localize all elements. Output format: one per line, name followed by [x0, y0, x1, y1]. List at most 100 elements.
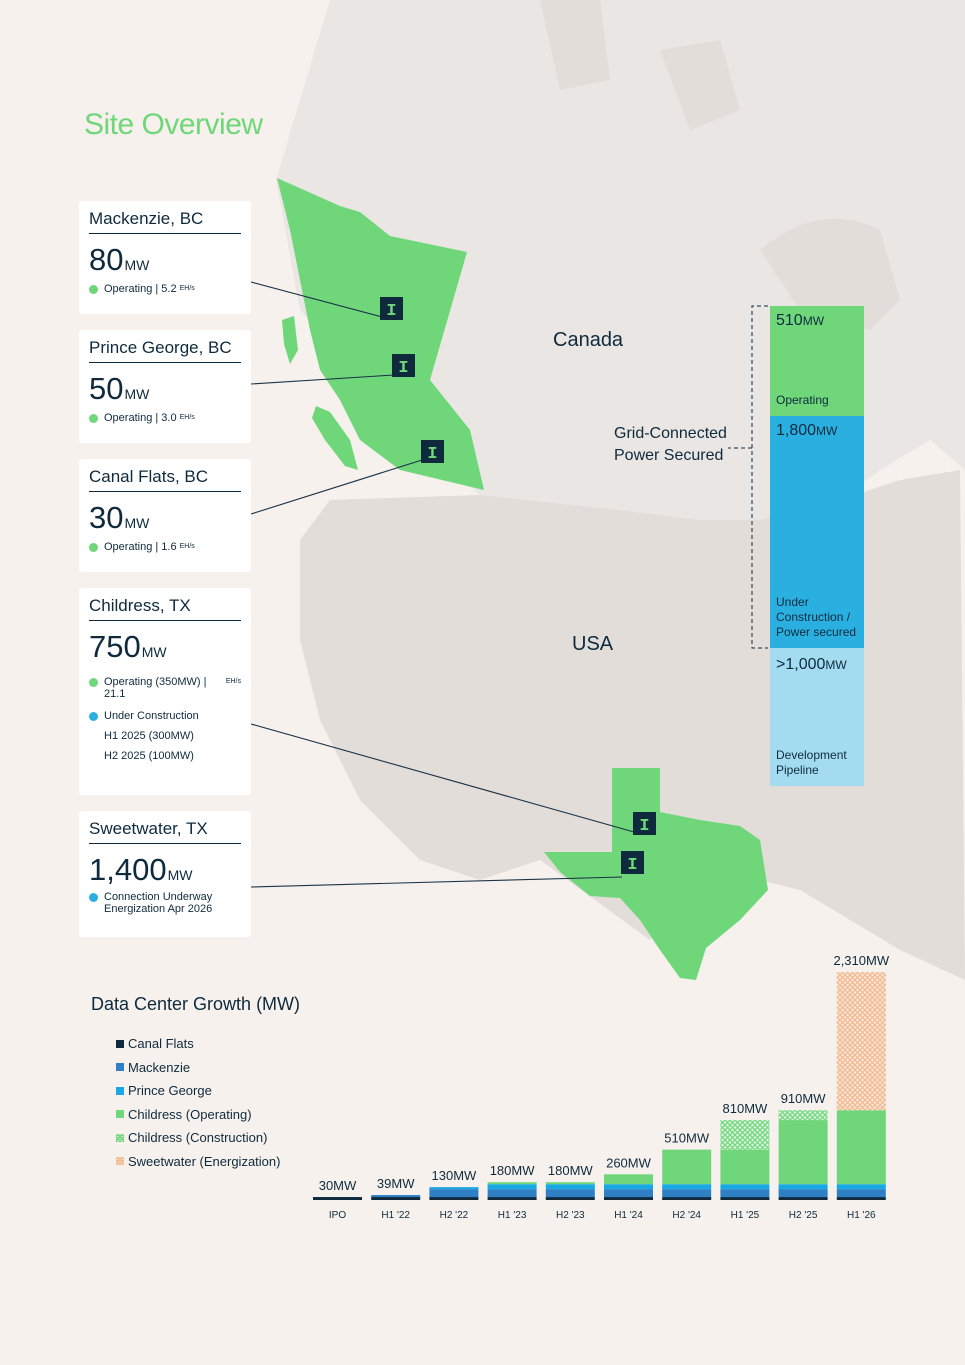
bar-segment [662, 1184, 712, 1190]
legend-swatch [116, 1063, 124, 1072]
construction-dot-icon [89, 712, 98, 721]
pipeline-operating: 510MW Operating [770, 306, 864, 416]
marker-mackenzie: I [380, 297, 403, 321]
chart-title: Data Center Growth (MW) [91, 994, 301, 1014]
marker-sweetwater: I [621, 851, 644, 875]
legend-label: Prince George [128, 1083, 212, 1099]
svg-text:I: I [639, 817, 649, 836]
category-label: H1 '25 [731, 1210, 760, 1221]
bar-total-label: 39MW [377, 1176, 415, 1191]
bar-segment [545, 1197, 595, 1200]
category-label: H2 '23 [556, 1210, 585, 1221]
legend-item: Sweetwater (Energization) [116, 1150, 280, 1174]
construction-phase: H1 2025 (300MW) [104, 730, 194, 742]
chart-legend: Canal Flats Mackenzie Prince George Childre… [116, 1032, 280, 1173]
svg-text:I: I [627, 856, 637, 875]
site-status: Operating | 5.2 EH/s [89, 283, 241, 295]
bar-total-label: 810MW [723, 1101, 769, 1116]
category-label: IPO [329, 1210, 346, 1221]
bar-segment [429, 1187, 479, 1190]
bar-total-label: 180MW [548, 1163, 594, 1178]
site-card-prince-george: Prince George, BC 50MW Operating | 3.0 E… [79, 330, 251, 443]
bar-segment [545, 1182, 595, 1185]
bar-segment [778, 1184, 828, 1190]
category-label: H1 '26 [847, 1210, 876, 1221]
bar-segment [836, 1189, 886, 1198]
site-capacity: 80MW [89, 242, 150, 277]
bar-segment [487, 1189, 537, 1198]
bar-segment [836, 972, 886, 1111]
marker-childress: I [633, 812, 656, 836]
bar-total-label: 130MW [432, 1168, 478, 1183]
vancouver-island [312, 406, 358, 470]
legend-label: Canal Flats [128, 1036, 194, 1052]
legend-swatch [116, 1157, 124, 1166]
haida-gwaii [282, 316, 298, 364]
site-name: Mackenzie, BC [89, 209, 241, 234]
bar-segment [487, 1197, 537, 1200]
usa-label: USA [572, 633, 614, 655]
site-card-childress: Childress, TX 750MW Operating (350MW) | … [79, 588, 251, 795]
bar-segment [371, 1197, 421, 1200]
bar-segment [604, 1184, 653, 1190]
legend-swatch [116, 1110, 124, 1119]
legend-label: Childress (Construction) [128, 1130, 268, 1146]
legend-label: Mackenzie [128, 1059, 191, 1075]
site-card-sweetwater: Sweetwater, TX 1,400MW Connection Underw… [79, 811, 251, 937]
category-label: H1 '23 [498, 1210, 527, 1221]
category-label: H2 '25 [789, 1210, 818, 1221]
pipeline-bracket [728, 305, 768, 649]
northern-islands [540, 0, 900, 330]
bar-segment [487, 1184, 537, 1190]
site-capacity: 750MW [89, 629, 167, 664]
site-markers: I I I I I [380, 297, 656, 875]
site-status: Connection Underway Energization Apr 2026 [89, 891, 241, 915]
bar-segment [836, 1110, 886, 1185]
operating-dot-icon [89, 414, 98, 423]
site-name: Prince George, BC [89, 338, 241, 363]
svg-text:I: I [386, 302, 396, 321]
bar-segment [604, 1189, 653, 1198]
legend-label: Childress (Operating) [128, 1106, 252, 1122]
site-card-mackenzie: Mackenzie, BC 80MW Operating | 5.2 EH/s [79, 201, 251, 314]
bar-segment [604, 1174, 653, 1185]
site-name: Canal Flats, BC [89, 467, 241, 492]
bar-segment [778, 1197, 828, 1200]
legend-item: Canal Flats [116, 1032, 280, 1056]
bc-region [277, 178, 484, 490]
bar-segment [720, 1149, 770, 1185]
operating-dot-icon [89, 543, 98, 552]
bar-segment [487, 1182, 537, 1185]
site-card-canal-flats: Canal Flats, BC 30MW Operating | 1.6 EH/… [79, 459, 251, 572]
construction-phase: H2 2025 (100MW) [104, 750, 194, 762]
bar-total-label: 910MW [781, 1091, 827, 1106]
bar-segment [836, 1197, 886, 1200]
bar-segment [371, 1195, 421, 1198]
site-status: Operating | 1.6 EH/s [89, 541, 241, 553]
bar-segment [720, 1197, 770, 1200]
bar-total-label: 260MW [606, 1155, 652, 1170]
legend-item: Mackenzie [116, 1056, 280, 1080]
connector-lines [250, 281, 635, 888]
bar-segment [429, 1189, 479, 1198]
legend-item: Childress (Construction) [116, 1126, 280, 1150]
bar-segment [662, 1189, 712, 1198]
site-status: Operating (350MW) | 21.1 EH/s [89, 676, 241, 700]
legend-label: Sweetwater (Energization) [128, 1153, 281, 1169]
bar-segment [604, 1197, 653, 1200]
grid-connected-label: Grid-Connected Power Secured [614, 425, 727, 464]
category-label: H1 '22 [381, 1210, 410, 1221]
canada-label: Canada [553, 329, 624, 351]
legend-item: Prince George [116, 1079, 280, 1103]
bar-total-label: 2,310MW [833, 953, 889, 968]
bar-segment [429, 1197, 479, 1200]
site-capacity: 30MW [89, 500, 150, 535]
marker-canal-flats: I [421, 440, 444, 464]
bar-segment [778, 1110, 828, 1121]
texas-region [544, 768, 768, 980]
legend-swatch [116, 1086, 124, 1095]
legend-item: Childress (Operating) [116, 1103, 280, 1127]
marker-prince-george: I [392, 354, 415, 378]
operating-dot-icon [89, 678, 98, 687]
